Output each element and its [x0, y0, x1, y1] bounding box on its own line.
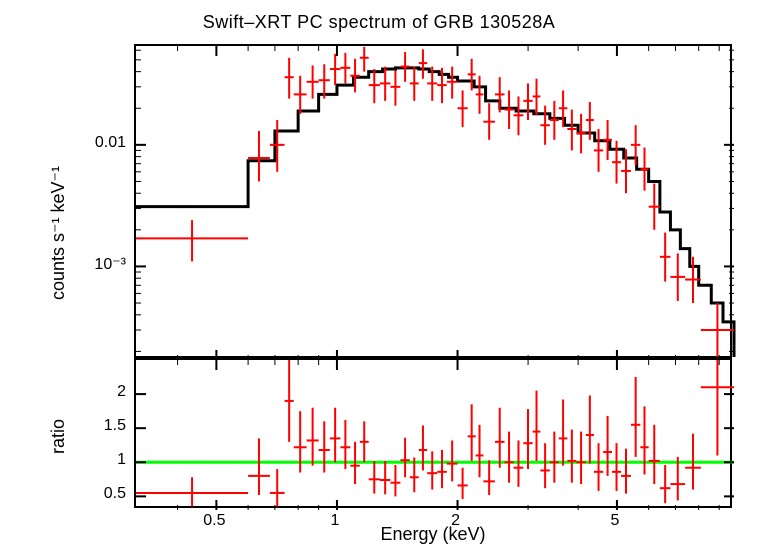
ratio-panel — [134, 358, 732, 508]
ytick-label-ratio: 2 — [117, 383, 126, 401]
xtick-label: 5 — [610, 512, 619, 530]
chart-title: Swift–XRT PC spectrum of GRB 130528A — [0, 12, 758, 33]
ytick-label-ratio: 1.5 — [104, 417, 126, 435]
ytick-label-counts: 10⁻³ — [94, 254, 126, 274]
ratio-data-points — [136, 360, 734, 507]
xtick-label: 2 — [451, 512, 460, 530]
xtick-label: 1 — [331, 512, 340, 530]
ytick-label-ratio: 0.5 — [104, 485, 126, 503]
ylabel-top: counts s⁻¹ keV⁻¹ — [48, 166, 69, 300]
ytick-label-counts: 0.01 — [95, 134, 126, 152]
spectrum-figure: { "layout": { "width": 758, "height": 55… — [0, 0, 758, 556]
xtick-label: 0.5 — [203, 512, 225, 530]
model-step-line — [136, 68, 734, 357]
ylabel-bot: ratio — [48, 419, 69, 454]
spectrum-panel — [134, 44, 732, 358]
ytick-label-ratio: 1 — [117, 451, 126, 469]
spectrum-data-points — [136, 47, 734, 357]
